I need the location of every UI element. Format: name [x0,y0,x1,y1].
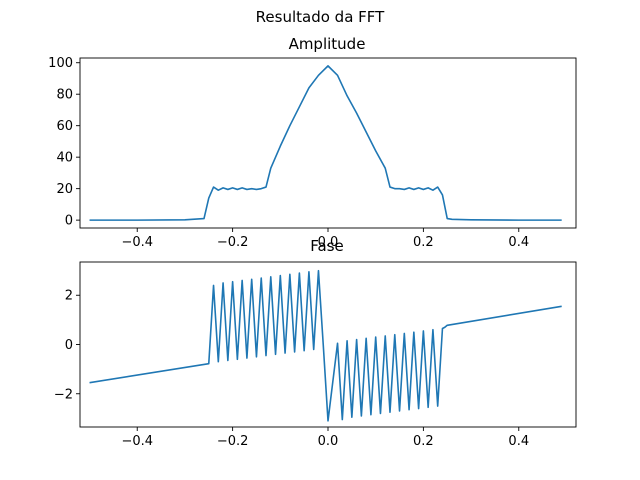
amplitude-y-tick-label: 0 [65,214,73,229]
amplitude-axes: −0.4 −0.2 0.0 0.2 0.4 0 20 40 60 80 100 [48,56,577,250]
phase-x-tick-label: 0.2 [413,434,434,449]
phase-x-tick-label: −0.4 [121,434,153,449]
amplitude-y-tick-label: 60 [56,119,73,134]
amplitude-x-tick-label: 0.0 [318,235,339,250]
amplitude-series-line [89,65,562,221]
phase-x-tick-label: 0.0 [318,434,339,449]
amplitude-y-tick-label: 20 [56,182,73,197]
figure-suptitle: Resultado da FFT [256,8,385,26]
amplitude-x-tick-label: −0.4 [121,235,153,250]
phase-chart: Fase −0.4 −0.2 0.0 0.2 0.4 −2 0 2 [54,237,577,449]
phase-series-line [89,269,562,422]
amplitude-y-tick-label: 80 [56,88,73,103]
amplitude-chart: Amplitude −0.4 −0.2 0.0 0.2 0.4 0 20 40 60 80 100 [48,35,577,250]
phase-axes: −0.4 −0.2 0.0 0.2 0.4 −2 0 2 [54,261,577,449]
phase-y-tick-label: −2 [54,387,73,402]
phase-x-tick-label: 0.4 [508,434,529,449]
amplitude-x-tick-label: −0.2 [217,235,249,250]
phase-chart-title: Fase [310,237,344,255]
amplitude-y-tick-label: 40 [56,151,73,166]
amplitude-chart-title: Amplitude [289,35,366,53]
phase-y-tick-label: 2 [65,289,73,304]
phase-x-tick-label: −0.2 [217,434,249,449]
amplitude-x-tick-label: 0.2 [413,235,434,250]
phase-y-tick-label: 0 [65,338,73,353]
amplitude-x-tick-label: 0.4 [508,235,529,250]
amplitude-y-tick-label: 100 [48,56,73,71]
